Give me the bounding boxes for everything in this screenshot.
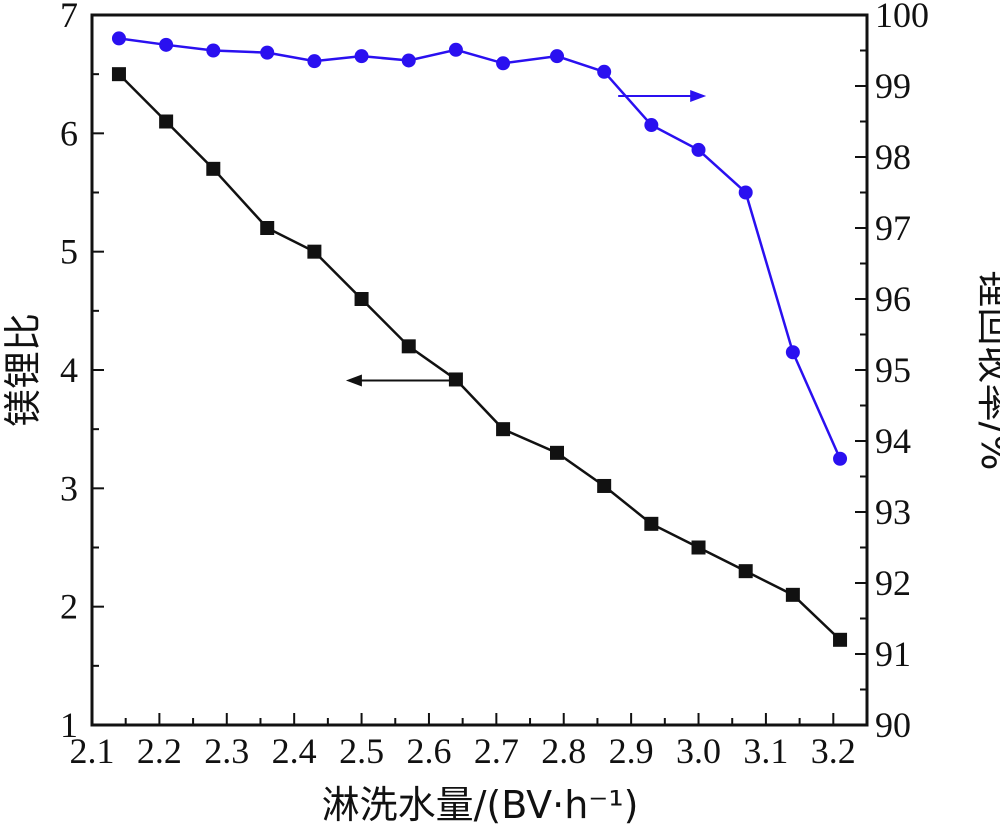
y-right-tick-label: 93 bbox=[875, 492, 911, 532]
data-point bbox=[206, 43, 221, 58]
data-point bbox=[496, 56, 511, 71]
data-point bbox=[738, 564, 753, 579]
y-right-tick-label: 100 bbox=[875, 0, 929, 35]
tick-labels: 2.1 2.2 2.3 2.4 2.5 2.6 2.7 2.8 2.9 3.0 3.1 3.2 1 2 3 4… bbox=[60, 0, 929, 771]
axis-ticks bbox=[91, 14, 867, 726]
plot-frame bbox=[90, 13, 869, 727]
data-point bbox=[691, 540, 706, 555]
x-tick-label: 2.5 bbox=[339, 731, 384, 771]
x-tick-label: 3.1 bbox=[743, 731, 788, 771]
data-point bbox=[785, 345, 800, 360]
y-left-tick-label: 1 bbox=[60, 705, 78, 745]
annotations bbox=[345, 90, 707, 387]
y-left-tick-label: 7 bbox=[60, 0, 78, 35]
x-tick-label: 2.1 bbox=[70, 731, 115, 771]
x-tick-label: 3.2 bbox=[811, 731, 856, 771]
y-right-tick-label: 91 bbox=[875, 634, 911, 674]
y-left-tick-label: 6 bbox=[60, 113, 78, 153]
x-tick-label: 3.0 bbox=[676, 731, 721, 771]
data-point bbox=[644, 516, 659, 531]
y-left-tick-label: 2 bbox=[60, 587, 78, 627]
data-point bbox=[738, 185, 753, 200]
y-right-tick-label: 96 bbox=[875, 279, 911, 319]
plot-axes bbox=[90, 13, 869, 727]
y-right-tick-label: 92 bbox=[875, 563, 911, 603]
y-left-tick-label: 5 bbox=[60, 232, 78, 272]
data-point bbox=[307, 54, 322, 69]
y-right-tick-label: 98 bbox=[875, 137, 911, 177]
data-point bbox=[260, 45, 275, 60]
data-point bbox=[644, 118, 659, 133]
data-point bbox=[496, 422, 511, 437]
y-right-tick-label: 95 bbox=[875, 350, 911, 390]
y-axis-left-title: 镁锂比 bbox=[1, 313, 45, 427]
x-tick-label: 2.3 bbox=[204, 731, 249, 771]
data-point bbox=[597, 64, 612, 79]
data-point bbox=[111, 67, 126, 82]
data-point bbox=[691, 142, 706, 157]
data-point bbox=[111, 31, 126, 46]
data-point bbox=[401, 53, 416, 68]
y-left-tick-label: 3 bbox=[60, 468, 78, 508]
y-right-tick-label: 97 bbox=[875, 208, 911, 248]
y-right-tick-label: 90 bbox=[875, 705, 911, 745]
data-point bbox=[206, 161, 221, 176]
data-point bbox=[448, 42, 463, 57]
data-point bbox=[833, 632, 848, 647]
x-tick-label: 2.6 bbox=[406, 731, 451, 771]
x-tick-label: 2.9 bbox=[609, 731, 654, 771]
data-point bbox=[260, 221, 275, 235]
x-tick-label: 2.2 bbox=[137, 731, 182, 771]
x-tick-label: 2.7 bbox=[474, 731, 519, 771]
y-axis-right-title: 锂回收率/% bbox=[973, 270, 1000, 471]
x-tick-label: 2.8 bbox=[541, 731, 586, 771]
series-right bbox=[111, 31, 848, 466]
data-point bbox=[833, 451, 848, 466]
data-point bbox=[597, 478, 612, 493]
data-point bbox=[550, 445, 564, 460]
left-arrow-head bbox=[345, 374, 362, 387]
series-left bbox=[111, 67, 848, 647]
data-point bbox=[307, 244, 322, 259]
data-point bbox=[401, 339, 416, 354]
data-point bbox=[785, 587, 800, 602]
data-point bbox=[159, 37, 174, 52]
x-tick-label: 2.4 bbox=[272, 731, 317, 771]
series-line bbox=[118, 37, 842, 460]
data-point bbox=[354, 292, 369, 306]
data-point bbox=[159, 114, 174, 129]
data-point bbox=[550, 49, 564, 64]
series-line bbox=[118, 73, 841, 641]
y-left-tick-label: 4 bbox=[60, 350, 78, 390]
y-right-tick-label: 99 bbox=[875, 66, 911, 106]
y-right-tick-label: 94 bbox=[875, 421, 911, 461]
right-arrow-head bbox=[690, 90, 707, 102]
series-layer bbox=[111, 31, 848, 647]
data-point bbox=[354, 49, 369, 64]
x-axis-title: 淋洗水量/(BV·h⁻¹) bbox=[322, 783, 639, 827]
